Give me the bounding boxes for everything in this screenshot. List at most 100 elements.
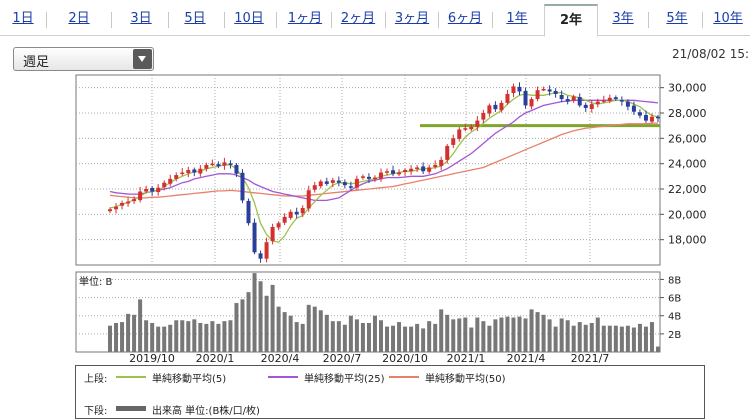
tab-2y[interactable]: 2年 bbox=[544, 4, 598, 37]
volume-bar bbox=[342, 324, 347, 352]
candle-body bbox=[463, 128, 468, 130]
candle-body bbox=[222, 162, 227, 166]
candle-body bbox=[150, 187, 155, 192]
candle-body bbox=[270, 227, 275, 242]
tab-1d[interactable]: 1日 bbox=[12, 11, 34, 26]
volume-bar bbox=[589, 322, 594, 352]
volume-bar bbox=[511, 317, 516, 352]
volume-bar bbox=[252, 273, 257, 352]
volume-bar bbox=[204, 323, 209, 352]
volume-bar bbox=[559, 318, 564, 352]
candle-body bbox=[300, 208, 305, 214]
candle-body bbox=[234, 164, 239, 174]
volume-bar bbox=[541, 314, 546, 352]
volume-bar bbox=[156, 326, 161, 352]
legend-ma50-label: 単純移動平均(50) bbox=[425, 374, 506, 385]
tab-separator bbox=[648, 12, 649, 28]
candle-body bbox=[493, 104, 498, 110]
stock-chart: 18,000 20,000 22,000 24,000 26,000 28,000 30,0… bbox=[75, 74, 707, 365]
dropdown-button[interactable] bbox=[133, 49, 152, 69]
candle-body bbox=[192, 169, 197, 173]
volume-unit-label: 単位: B bbox=[79, 275, 113, 288]
price-tick-label: 24,000 bbox=[668, 158, 707, 171]
candle-body bbox=[481, 113, 486, 120]
candle-body bbox=[252, 222, 257, 253]
candle-body bbox=[156, 187, 161, 193]
volume-bar bbox=[499, 317, 504, 352]
volume-bar bbox=[637, 323, 642, 352]
tab-5d[interactable]: 5日 bbox=[184, 11, 206, 26]
volume-tick-label: 2B bbox=[668, 330, 681, 341]
volume-bar bbox=[174, 320, 179, 352]
candle-body bbox=[144, 189, 149, 192]
chevron-down-icon bbox=[138, 56, 146, 62]
candle-body bbox=[457, 129, 462, 139]
candle-body bbox=[126, 201, 131, 204]
volume-bar bbox=[264, 295, 269, 352]
candle-body bbox=[649, 116, 654, 122]
period-select[interactable]: 週足 bbox=[13, 47, 154, 71]
volume-bar bbox=[132, 314, 137, 352]
tab-3m[interactable]: 3ヶ月 bbox=[394, 11, 430, 26]
volume-bar bbox=[571, 325, 576, 352]
tab-1m[interactable]: 1ヶ月 bbox=[287, 11, 323, 26]
tab-10d[interactable]: 10日 bbox=[234, 11, 264, 26]
tab-2m[interactable]: 2ヶ月 bbox=[340, 11, 376, 26]
tab-5y[interactable]: 5年 bbox=[666, 11, 688, 26]
volume-tick-label: 4B bbox=[668, 312, 681, 323]
candle-body bbox=[637, 112, 642, 116]
volume-bar bbox=[108, 325, 112, 352]
candle-body bbox=[499, 102, 504, 111]
volume-bar bbox=[336, 321, 341, 352]
volume-bar bbox=[186, 321, 191, 352]
volume-bar bbox=[120, 322, 125, 352]
legend-ma50-swatch bbox=[389, 376, 419, 378]
volume-bar bbox=[240, 299, 245, 352]
volume-bar bbox=[397, 322, 402, 352]
candle-body bbox=[108, 209, 112, 212]
price-plot-area bbox=[75, 74, 661, 266]
tab-separator bbox=[46, 12, 47, 28]
volume-bar bbox=[216, 323, 221, 352]
tab-2d[interactable]: 2日 bbox=[68, 11, 90, 26]
candle-body bbox=[246, 200, 251, 224]
candle-body bbox=[186, 170, 191, 174]
volume-bar bbox=[517, 316, 522, 352]
candle-body bbox=[403, 170, 408, 173]
candle-body bbox=[589, 104, 594, 109]
volume-bar bbox=[475, 317, 480, 352]
volume-bar bbox=[619, 326, 624, 352]
price-panel: 18,000 20,000 22,000 24,000 26,000 28,000 30,0… bbox=[75, 74, 707, 266]
tab-3y[interactable]: 3年 bbox=[612, 11, 634, 26]
period-select-value: 週足 bbox=[23, 55, 50, 70]
candle-body bbox=[318, 181, 323, 187]
volume-bar bbox=[168, 324, 173, 352]
candle-body bbox=[601, 100, 606, 102]
volume-bar bbox=[192, 319, 197, 352]
volume-bar bbox=[583, 324, 588, 352]
candle-body bbox=[607, 97, 612, 101]
volume-bar bbox=[439, 309, 444, 352]
candle-body bbox=[138, 191, 143, 201]
volume-bar bbox=[451, 319, 456, 352]
volume-bar bbox=[595, 317, 600, 352]
tab-separator bbox=[111, 12, 112, 28]
volume-bar bbox=[366, 322, 371, 352]
candle-body bbox=[114, 206, 119, 210]
tab-3d[interactable]: 3日 bbox=[130, 11, 152, 26]
volume-tick-label: 6B bbox=[668, 294, 681, 305]
tab-separator bbox=[276, 12, 277, 28]
candle-body bbox=[625, 101, 630, 107]
candle-body bbox=[378, 172, 383, 179]
tab-1y[interactable]: 1年 bbox=[506, 11, 528, 26]
tab-10y[interactable]: 10年 bbox=[713, 11, 743, 26]
volume-bar bbox=[656, 346, 660, 352]
tab-6m[interactable]: 6ヶ月 bbox=[447, 11, 483, 26]
candle-body bbox=[577, 97, 582, 106]
legend-ma25-label: 単純移動平均(25) bbox=[304, 374, 385, 385]
price-tick-label: 22,000 bbox=[668, 183, 707, 196]
candle-body bbox=[505, 94, 510, 103]
volume-bar bbox=[150, 322, 155, 352]
candle-body bbox=[168, 178, 173, 184]
candle-body bbox=[397, 172, 402, 175]
